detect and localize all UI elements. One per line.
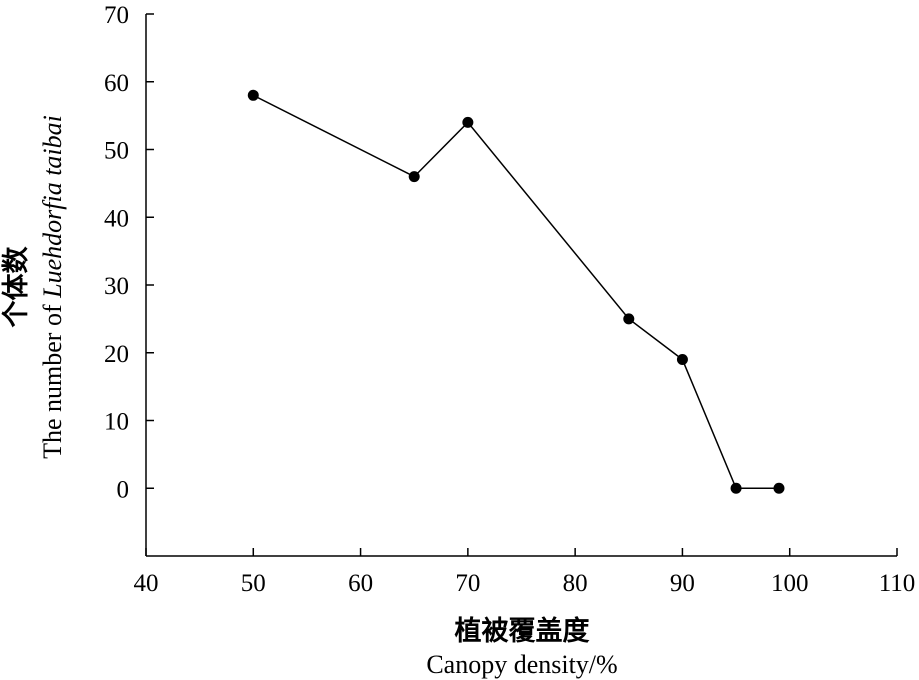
x-tick-label: 100 (771, 570, 809, 597)
data-point (676, 354, 688, 366)
y-axis-title-chinese: 个体数 (1, 246, 32, 328)
y-ticks: 0 10 20 30 40 50 60 70 (104, 2, 154, 503)
x-tick-label: 110 (879, 570, 916, 597)
y-tick-label: 10 (104, 409, 129, 436)
y-axis-title-prefix: The number of (38, 298, 67, 459)
x-axis-title-chinese: 植被覆盖度 (455, 615, 590, 647)
y-axis-title-species: Luehdorfia taibai (38, 115, 67, 299)
series-line (252, 94, 779, 489)
series-layer (247, 89, 785, 494)
data-point (773, 482, 785, 494)
x-tick-label: 70 (455, 570, 480, 597)
x-tick-label: 60 (348, 570, 373, 597)
y-tick-label: 40 (104, 205, 129, 232)
y-tick-label: 70 (104, 2, 129, 29)
x-tick-label: 50 (241, 570, 266, 597)
y-tick-label: 60 (104, 70, 129, 97)
data-point (462, 116, 474, 128)
y-tick-label: 20 (104, 341, 129, 368)
data-point (730, 482, 742, 494)
y-axis-title: The number of Luehdorfia taibai (38, 115, 67, 459)
data-point (623, 313, 635, 325)
y-tick-label: 0 (117, 476, 130, 503)
y-tick-label: 30 (104, 273, 129, 300)
data-point (408, 171, 420, 183)
x-tick-label: 80 (563, 570, 588, 597)
x-tick-label: 90 (670, 570, 695, 597)
data-point (247, 89, 259, 101)
x-ticks: 40 50 60 70 80 90 100 110 (134, 548, 916, 597)
x-axis-title: Canopy density/% (426, 650, 617, 679)
x-tick-label: 40 (134, 570, 159, 597)
y-tick-label: 50 (104, 138, 129, 165)
